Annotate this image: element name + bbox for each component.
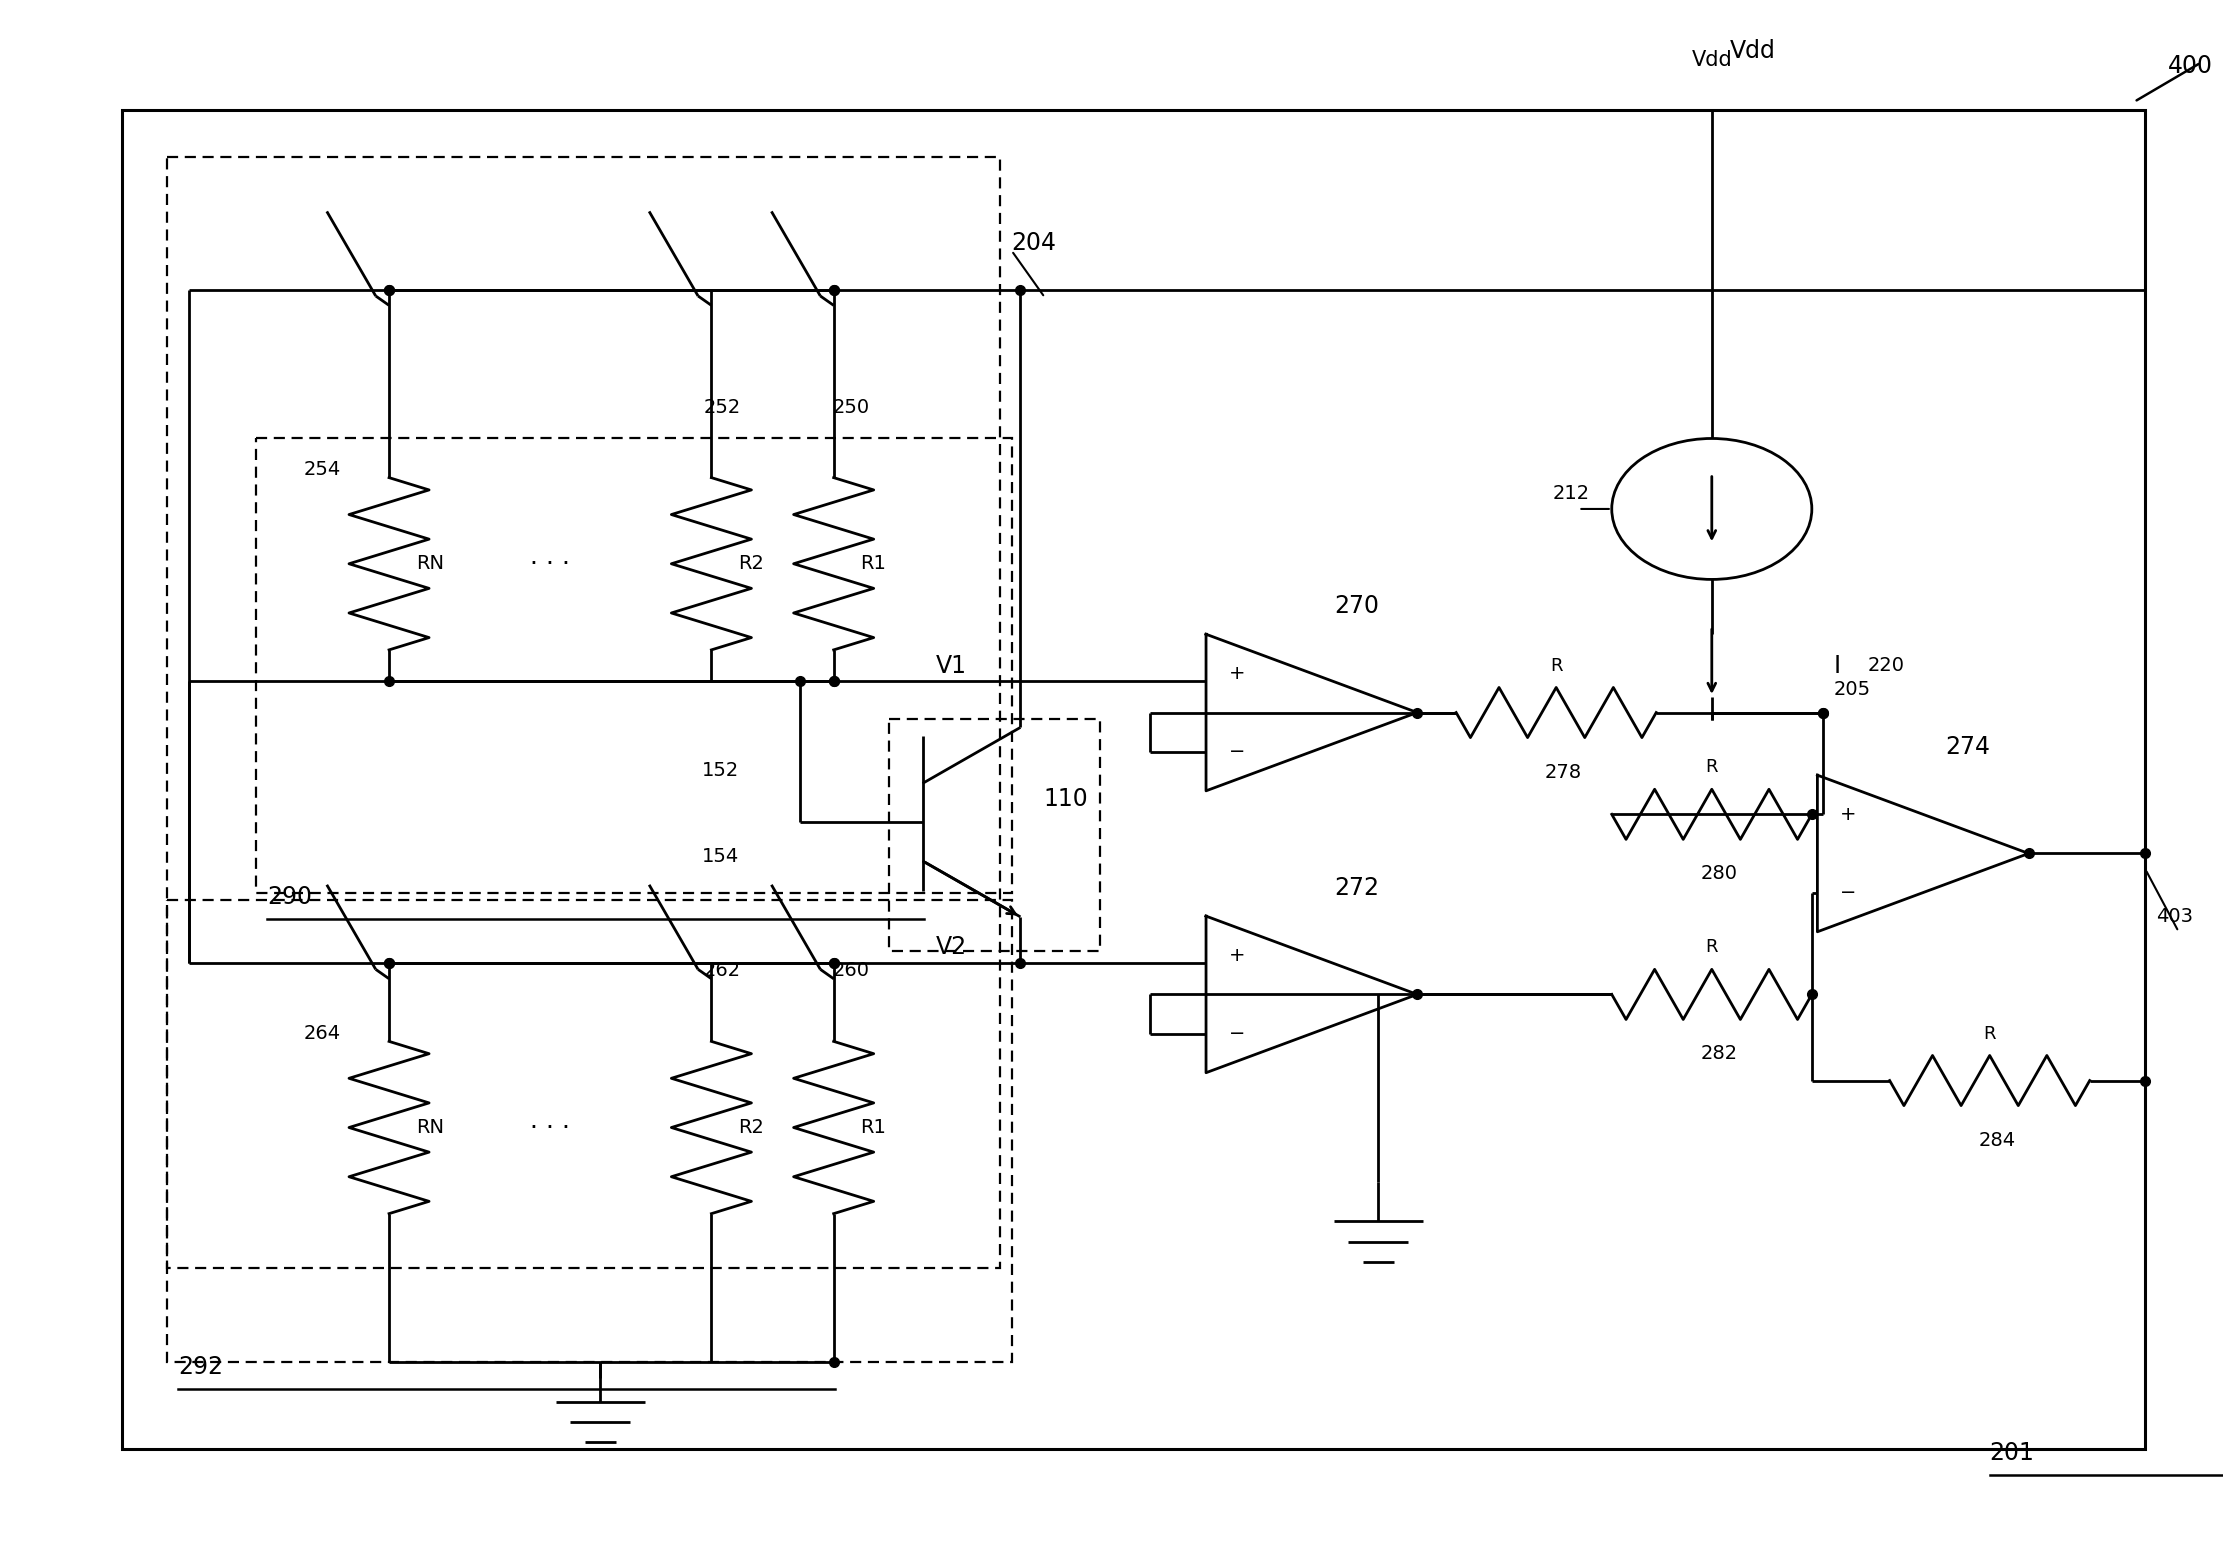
Text: 204: 204 [1012, 230, 1057, 255]
Text: R1: R1 [861, 1118, 886, 1137]
Text: R: R [1551, 656, 1562, 675]
Text: 292: 292 [178, 1355, 222, 1378]
Text: +: + [1228, 664, 1246, 683]
Text: 154: 154 [701, 847, 739, 866]
Text: 212: 212 [1553, 484, 1589, 503]
Text: 220: 220 [1867, 656, 1905, 675]
Text: RN: RN [416, 1118, 443, 1137]
Text: V2: V2 [937, 935, 968, 960]
Text: −: − [1228, 742, 1246, 761]
Text: R: R [1982, 1024, 1996, 1043]
Text: 274: 274 [1945, 734, 1989, 760]
Text: · · ·: · · · [530, 551, 570, 576]
Text: 278: 278 [1544, 763, 1582, 781]
Text: · · ·: · · · [530, 1115, 570, 1140]
Text: +: + [1840, 805, 1858, 824]
Text: 205: 205 [1833, 680, 1871, 698]
Text: 264: 264 [305, 1024, 340, 1043]
Text: 284: 284 [1978, 1131, 2016, 1149]
Text: V1: V1 [937, 653, 968, 678]
Text: 252: 252 [703, 398, 741, 417]
Text: RN: RN [416, 554, 443, 573]
Text: Vdd: Vdd [1729, 39, 1776, 63]
Text: R1: R1 [861, 554, 886, 573]
Text: 403: 403 [2156, 907, 2194, 926]
Text: R2: R2 [739, 1118, 763, 1137]
Text: 260: 260 [832, 962, 870, 980]
Text: −: − [1840, 883, 1856, 902]
Text: +: + [1228, 946, 1246, 965]
Text: I: I [1833, 653, 1842, 678]
Text: 280: 280 [1700, 864, 1738, 883]
Text: 282: 282 [1700, 1045, 1738, 1063]
Text: −: − [1228, 1024, 1246, 1043]
Text: 270: 270 [1333, 594, 1380, 619]
Text: 254: 254 [305, 460, 340, 479]
Text: 400: 400 [2167, 53, 2212, 78]
Text: Vdd: Vdd [1691, 50, 1733, 70]
Text: 152: 152 [701, 761, 739, 780]
Text: 272: 272 [1333, 875, 1380, 900]
Text: 201: 201 [1989, 1441, 2034, 1464]
Text: 110: 110 [1044, 786, 1088, 811]
Text: 290: 290 [267, 885, 312, 908]
Text: R: R [1707, 758, 1718, 777]
Text: R2: R2 [739, 554, 763, 573]
Text: 250: 250 [832, 398, 870, 417]
Text: 262: 262 [703, 962, 741, 980]
Text: R: R [1707, 938, 1718, 957]
